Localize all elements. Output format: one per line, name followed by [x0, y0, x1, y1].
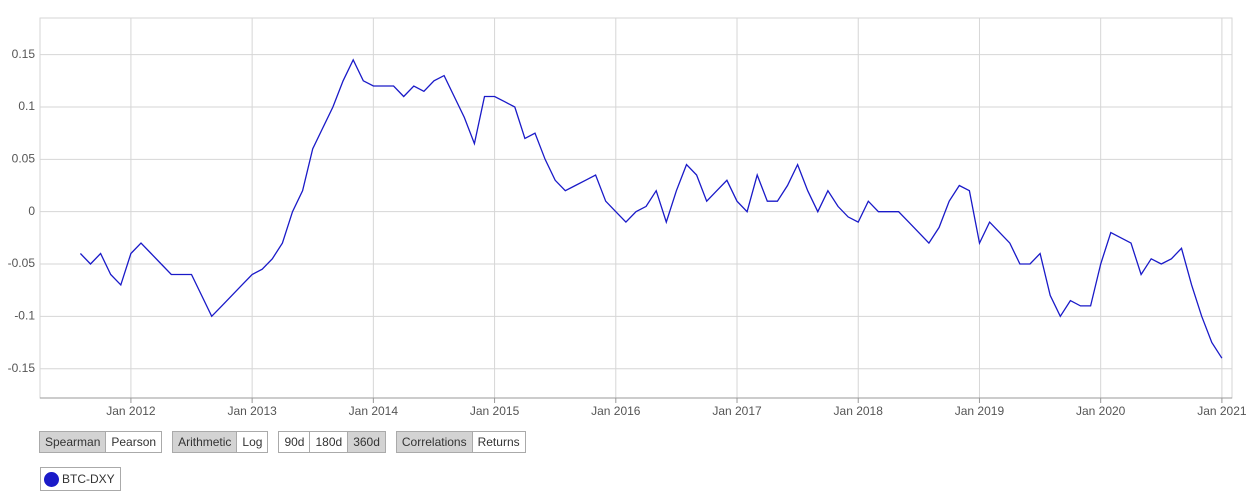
chart: -0.15 -0.1 -0.05 0 0.05 0.1 0.15 Jan 2012 Jan 20…: [8, 17, 1247, 418]
y-tick-label: 0.05: [12, 151, 36, 165]
x-tick-label: Jan 2021: [1197, 404, 1247, 418]
x-tick-label: Jan 2017: [712, 404, 762, 418]
x-tick-label: Jan 2020: [1076, 404, 1126, 418]
controls: Spearman Pearson Arithmetic Log 90d 180d 360d C…: [39, 431, 526, 453]
x-tick-label: Jan 2014: [349, 404, 399, 418]
toggle-button[interactable]: Log: [236, 431, 269, 453]
y-tick-label: -0.05: [8, 256, 36, 270]
toggle-button[interactable]: Arithmetic: [172, 431, 238, 453]
y-tick-label: 0: [28, 204, 35, 218]
toggle-button[interactable]: Pearson: [105, 431, 163, 453]
button-group: Arithmetic Log: [172, 431, 269, 453]
x-tick-label: Jan 2019: [955, 404, 1005, 418]
data-line: [79, 58, 1223, 359]
x-tick-label: Jan 2018: [834, 404, 884, 418]
x-tick-label: Jan 2013: [227, 404, 277, 418]
toggle-button[interactable]: Spearman: [39, 431, 107, 453]
x-tick-label: Jan 2015: [470, 404, 520, 418]
legend-label: BTC-DXY: [62, 472, 115, 486]
toggle-button[interactable]: 90d: [278, 431, 311, 453]
x-tick-label: Jan 2016: [591, 404, 641, 418]
button-group: Correlations Returns: [395, 431, 526, 453]
y-tick-label: -0.15: [8, 361, 36, 375]
button-group: Spearman Pearson: [39, 431, 163, 453]
toggle-button[interactable]: Returns: [471, 431, 526, 453]
toggle-button[interactable]: Correlations: [395, 431, 473, 453]
y-tick-label: 0.15: [12, 47, 36, 61]
toggle-button[interactable]: 180d: [309, 431, 349, 453]
legend-item[interactable]: BTC-DXY: [40, 467, 121, 491]
legend-marker: [44, 471, 59, 487]
plot-area: [39, 17, 1233, 399]
button-group: 90d 180d 360d: [278, 431, 386, 453]
y-tick-label: 0.1: [18, 99, 35, 113]
toggle-button[interactable]: 360d: [347, 431, 386, 453]
x-tick-label: Jan 2012: [106, 404, 156, 418]
y-tick-label: -0.1: [14, 309, 35, 323]
